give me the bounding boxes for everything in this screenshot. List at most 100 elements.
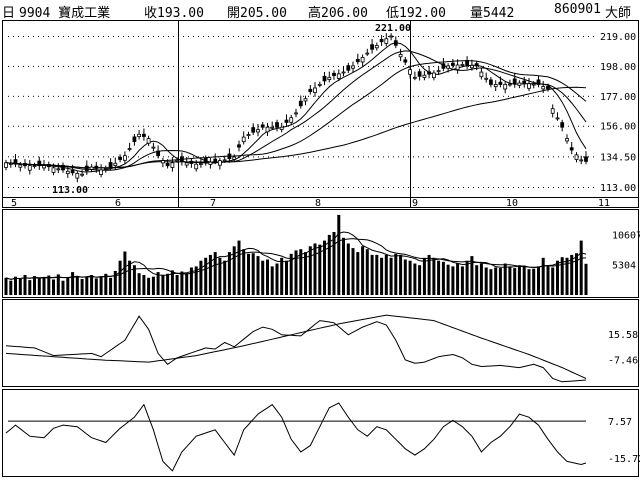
gridline-dot — [293, 156, 294, 158]
gridline-dot — [333, 125, 334, 127]
candle-body — [213, 158, 218, 162]
candle-body — [141, 133, 146, 137]
volume-bar — [104, 273, 108, 295]
gridline-dot — [8, 156, 9, 158]
volume-bar — [513, 268, 517, 295]
gridline-dot — [403, 65, 404, 67]
gridline-dot — [408, 36, 409, 37]
candle-body — [512, 78, 517, 84]
candle-body — [275, 122, 279, 128]
volume-bar — [199, 260, 203, 295]
candle-body — [289, 117, 294, 123]
gridline-dot — [323, 36, 324, 37]
gridline-dot — [498, 36, 499, 37]
candle-body — [246, 134, 251, 137]
gridline-dot — [278, 187, 279, 188]
gridline-dot — [53, 65, 54, 67]
gridline-dot — [88, 65, 89, 67]
candle-body — [393, 40, 398, 46]
candle-body — [260, 124, 265, 128]
gridline-dot — [333, 187, 334, 188]
gridline-dot — [218, 65, 219, 67]
gridline-dot — [453, 65, 454, 67]
gridline-dot — [203, 187, 204, 188]
gridline-dot — [103, 125, 104, 127]
gridline-dot — [333, 156, 334, 158]
gridline-dot — [123, 36, 124, 37]
volume-bar — [156, 272, 160, 295]
volume-bar — [123, 251, 127, 295]
volume-bar — [109, 277, 113, 295]
volume-bar — [432, 257, 436, 295]
gridline-dot — [388, 65, 389, 67]
gridline-dot — [408, 125, 409, 127]
gridline-dot — [373, 36, 374, 37]
gridline-dot — [13, 125, 14, 127]
gridline-dot — [238, 36, 239, 37]
close-price: 收193.00 — [144, 6, 204, 21]
gridline-dot — [153, 125, 154, 127]
volume-bar — [351, 248, 355, 295]
candle-body — [417, 71, 422, 77]
gridline-dot — [223, 95, 224, 97]
gridline-dot — [208, 36, 209, 37]
gridline-dot — [398, 95, 399, 97]
volume-bar — [161, 275, 165, 295]
gridline-dot — [503, 156, 504, 158]
gridline-dot — [108, 95, 109, 97]
y-tick-label: 177.00 — [600, 92, 636, 103]
candle-body — [565, 138, 569, 142]
gridline-dot — [383, 125, 384, 127]
panel-border-3 — [2, 299, 639, 387]
candle-body — [308, 88, 313, 93]
gridline-dot — [413, 125, 414, 127]
period-label: 日 — [2, 6, 16, 21]
gridline-dot — [353, 95, 354, 97]
gridline-dot — [248, 65, 249, 67]
gridline-dot — [408, 95, 409, 97]
gridline-dot — [258, 65, 259, 67]
gridline-dot — [8, 65, 9, 67]
volume-bar — [37, 278, 41, 295]
gridline-dot — [33, 125, 34, 127]
broker-label: 大師 — [605, 6, 632, 21]
volume-bar — [323, 240, 326, 295]
gridline-dot — [108, 187, 109, 188]
gridline-dot — [538, 187, 539, 188]
candle-body — [441, 63, 446, 69]
candle-body — [194, 163, 199, 170]
gridline-dot — [493, 95, 494, 97]
high-price: 高206.00 — [308, 6, 368, 21]
volume-bar — [247, 253, 250, 295]
gridline-dot — [428, 65, 429, 67]
gridline-dot — [463, 36, 464, 37]
gridline-dot — [148, 65, 149, 67]
volume-bar — [332, 232, 336, 295]
gridline-dot — [203, 65, 204, 67]
gridline-dot — [498, 65, 499, 67]
gridline-dot — [58, 36, 59, 37]
gridline-dot — [398, 156, 399, 158]
volume-bar — [14, 276, 17, 295]
gridline-dot — [298, 125, 299, 127]
gridline-dot — [393, 156, 394, 158]
candle-body — [336, 73, 341, 79]
gridline-dot — [493, 187, 494, 188]
gridline-dot — [218, 95, 219, 97]
gridline-dot — [73, 65, 74, 67]
gridline-dot — [93, 65, 94, 67]
volume-bar — [90, 275, 94, 295]
gridline-dot — [208, 95, 209, 97]
volume-bar — [251, 253, 255, 295]
gridline-dot — [248, 95, 249, 97]
candle-body — [189, 160, 194, 164]
gridline-dot — [543, 36, 544, 37]
gridline-dot — [338, 95, 339, 97]
gridline-dot — [43, 187, 44, 188]
gridline-dot — [248, 36, 249, 37]
gridline-dot — [588, 36, 589, 37]
gridline-dot — [593, 36, 594, 37]
gridline-dot — [513, 95, 514, 97]
candle-body — [80, 173, 84, 176]
